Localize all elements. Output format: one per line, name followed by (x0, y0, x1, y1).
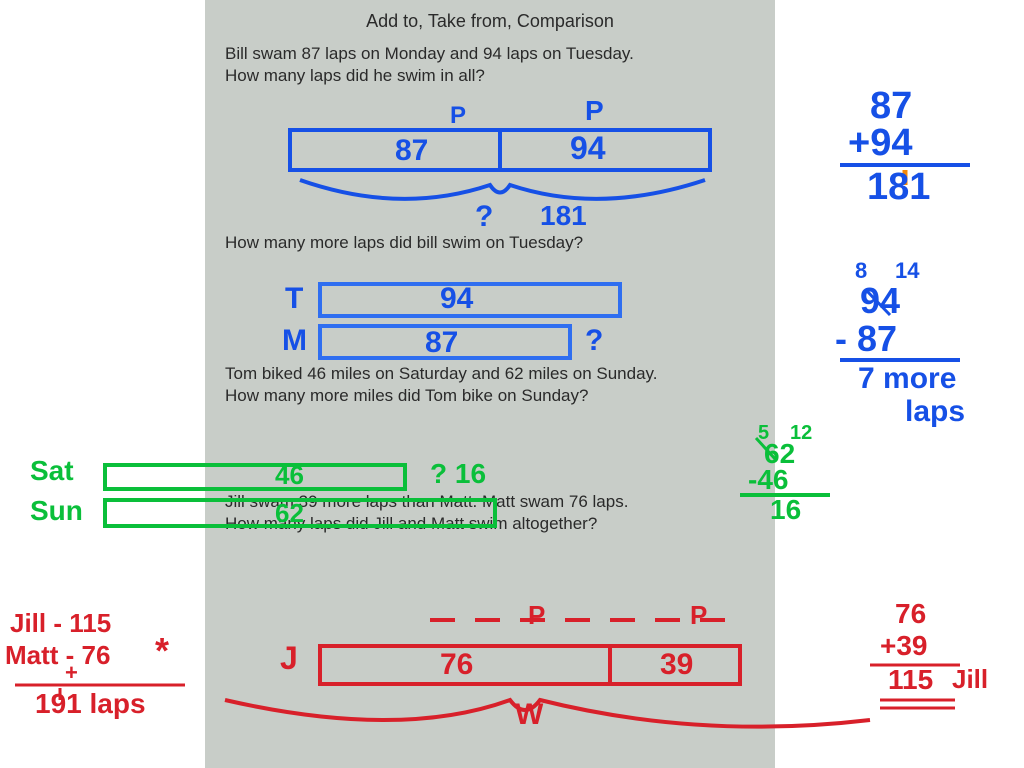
q4-line1: Jill swam 39 more laps than Matt. Matt s… (225, 491, 755, 513)
bar-62: 62 (275, 498, 304, 529)
question-mark: ? (585, 324, 603, 358)
label-jill: Jill (952, 664, 988, 695)
bar-76: 76 (440, 648, 473, 682)
q3-line1: Tom biked 46 miles on Saturday and 62 mi… (225, 363, 755, 385)
sub-87: - 87 (835, 318, 897, 360)
answer-181: 181 (540, 200, 587, 232)
result-16: 16 (770, 494, 801, 526)
bar-46: 46 (275, 460, 304, 491)
sum-181: 181 (867, 166, 930, 209)
bar-94: 94 (440, 282, 473, 316)
worksheet-title: Add to, Take from, Comparison (225, 10, 755, 33)
jill-115: Jill - 115 (10, 608, 111, 639)
label-sat: Sat (30, 455, 74, 487)
label-m: M (282, 324, 307, 358)
question-mark: ? (475, 200, 493, 234)
plus-sign: + (65, 660, 78, 686)
bar-87: 87 (425, 326, 458, 360)
label-w: W (515, 698, 543, 732)
add-76: 76 (895, 598, 926, 630)
answer-q16: ? 16 (430, 458, 486, 490)
add-39: +39 (880, 630, 928, 662)
q1-line2: How many laps did he swim in all? (225, 65, 755, 87)
bar-87: 87 (395, 134, 428, 168)
q2-line: How many more laps did bill swim on Tues… (225, 232, 755, 254)
label-j: J (280, 640, 298, 677)
label-p: P (690, 600, 707, 631)
answer-7more: 7 more (858, 362, 956, 396)
label-p: P (528, 600, 545, 631)
sub-46: -46 (748, 464, 788, 496)
sub-94: 94 (860, 280, 900, 322)
result-191: 191 laps (35, 688, 146, 720)
label-sun: Sun (30, 495, 83, 527)
matt-76: Matt - 76 (5, 640, 110, 671)
sum-115: 115 (888, 664, 933, 696)
bar-94: 94 (570, 130, 606, 167)
q3-line2: How many more miles did Tom bike on Sund… (225, 385, 755, 407)
q1-line1: Bill swam 87 laps on Monday and 94 laps … (225, 43, 755, 65)
label-p: P (585, 95, 604, 127)
label-p: P (450, 102, 466, 130)
answer-laps: laps (905, 395, 965, 429)
bar-39: 39 (660, 648, 693, 682)
add-94: +94 (848, 122, 912, 165)
star: * (155, 630, 169, 672)
q4-line2: How many laps did Jill and Matt swim alt… (225, 513, 755, 535)
label-t: T (285, 282, 303, 316)
